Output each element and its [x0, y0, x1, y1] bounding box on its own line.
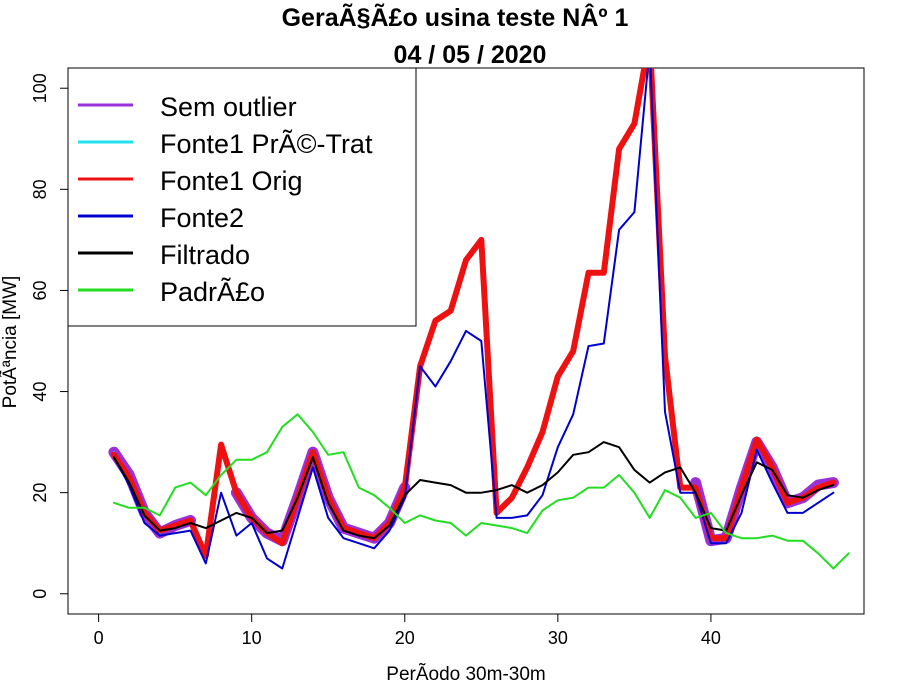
y-tick-label: 80	[30, 179, 50, 199]
y-axis-label: PotÃªncia [MW]	[0, 276, 21, 409]
plot-frame	[67, 67, 865, 615]
x-axis-label: PerÃ­odo 30m-30m	[386, 663, 545, 685]
y-tick-label: 0	[30, 589, 50, 599]
legend-entry: Fonte1 Orig	[160, 166, 303, 196]
series-lines	[108, 68, 850, 570]
x-tick-label: 30	[548, 628, 568, 648]
chart-subtitle: 04 / 05 / 2020	[394, 41, 547, 69]
x-tick-label: 0	[94, 628, 104, 648]
y-tick-label: 60	[30, 280, 50, 300]
legend-entry: Fonte2	[160, 203, 244, 233]
series-line-4	[112, 68, 835, 570]
y-tick-label: 20	[30, 483, 50, 503]
legend-box	[67, 67, 417, 327]
legend-entry: Sem outlier	[160, 92, 297, 122]
legend-entry: Fonte1 PrÃ©-Trat	[160, 128, 373, 159]
legend: Sem outlier Fonte1 PrÃ©-Trat Fonte1 Orig Fo…	[67, 67, 417, 327]
axes: 0 10 20 30 40 0 20 40 60 80 100	[30, 67, 865, 648]
series-line-3	[110, 68, 837, 559]
y-tick-label: 100	[30, 73, 50, 103]
legend-entry: PadrÃ£o	[160, 276, 265, 307]
x-tick-label: 20	[395, 628, 415, 648]
x-tick-label: 40	[701, 628, 721, 648]
legend-entry: Filtrado	[160, 240, 250, 270]
x-tick-label: 10	[242, 628, 262, 648]
series-line-5	[112, 441, 835, 540]
chart-title: GeraÃ§Ã£o usina teste NÂº 1	[282, 2, 629, 32]
y-tick-label: 40	[30, 382, 50, 402]
series-line-6	[112, 413, 850, 570]
